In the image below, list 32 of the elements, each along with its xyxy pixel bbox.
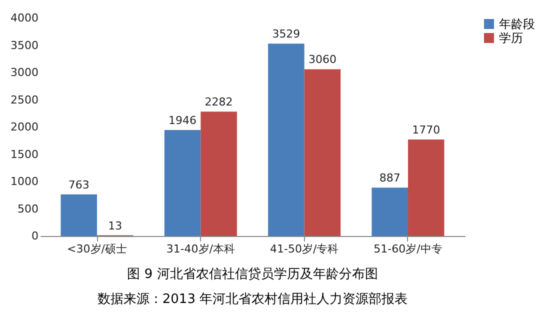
x-tick-label: 31-40岁/本科 [166,242,236,256]
bar [200,112,237,236]
bar [372,188,408,236]
y-tick-label: 500 [18,202,38,216]
data-label: 2282 [204,96,233,109]
y-tick-label: 1000 [10,175,38,188]
y-tick-label: 2000 [10,120,38,134]
bar [268,44,304,236]
data-label: 887 [379,172,400,185]
bar [164,130,201,236]
data-label: 1770 [412,124,440,137]
x-tick-label: 51-60岁/中专 [374,242,442,256]
legend-label: 学历 [499,31,523,45]
text: 图 9 河北省农信社信贷员学历及年龄分布图 [127,267,378,282]
x-tick-label: <30岁/硕士 [67,242,127,256]
x-tick-label: 41-50岁/专科 [270,242,339,256]
y-tick-label: 3000 [10,66,38,79]
legend-label: 年龄段 [499,17,535,31]
data-label: 763 [68,178,90,192]
y-tick-label: 1500 [10,148,38,161]
data-label: 3060 [308,53,336,66]
data-label: 13 [108,219,122,232]
y-tick-label: 4000 [10,12,38,24]
bar [408,140,444,236]
data-label: 3529 [272,28,300,41]
y-tick-label: 3500 [10,38,38,52]
data-label: 1946 [168,114,197,127]
source-note: 数据来源：2013 年河北省农村信用社人力资源部报表 [97,292,408,307]
y-tick-label: 0 [32,230,38,242]
bar [304,69,341,236]
y-tick-label: 2500 [10,93,38,106]
bar [60,194,98,236]
